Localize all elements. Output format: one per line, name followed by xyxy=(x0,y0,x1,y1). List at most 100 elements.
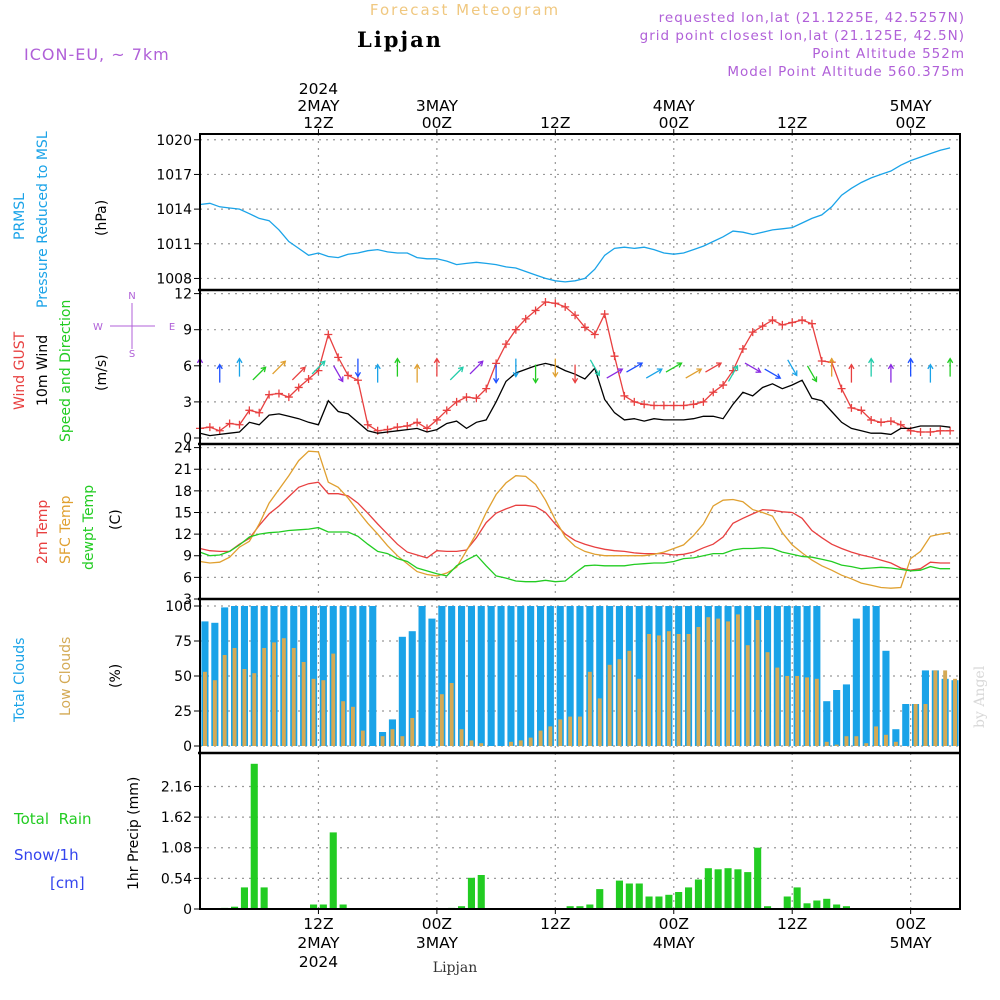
total-rain-bar xyxy=(694,879,702,909)
wind-speed-dir-label: Speed and Direction xyxy=(58,300,74,442)
pressure-label-1: PRMSL xyxy=(12,193,28,240)
gust-marker xyxy=(886,417,895,426)
gust-marker xyxy=(610,352,619,361)
total-clouds-bar xyxy=(803,606,811,746)
wind-arrow-head xyxy=(354,371,362,378)
gust-marker xyxy=(442,406,451,415)
ytick-label: 1011 xyxy=(156,237,192,253)
total-clouds-bar xyxy=(359,606,367,746)
total-rain-bar xyxy=(339,904,347,909)
total-clouds-bar xyxy=(369,606,377,746)
low-clouds-bar xyxy=(874,726,878,746)
snow-unit: [cm] xyxy=(50,874,85,892)
low-clouds-bar xyxy=(657,635,661,746)
gust-marker xyxy=(561,302,570,311)
total-clouds-bar xyxy=(497,606,505,746)
gust-marker xyxy=(334,353,343,362)
compass-north: N xyxy=(128,291,135,302)
gust-marker xyxy=(225,419,234,428)
dewpt-label: dewpt Temp xyxy=(81,485,97,570)
low-clouds-bar xyxy=(331,653,336,746)
wind-direction-arrow xyxy=(589,359,600,376)
total-clouds-bar xyxy=(349,606,357,746)
gust-marker xyxy=(571,311,580,320)
gust-marker xyxy=(847,403,856,412)
gust-marker xyxy=(817,356,826,365)
ytick-label: 1017 xyxy=(156,167,192,183)
gust-marker xyxy=(719,381,728,390)
wind-arrow-head xyxy=(280,360,287,367)
gust-marker xyxy=(541,298,550,307)
wind-direction-arrow xyxy=(727,365,739,382)
low-clouds-bar xyxy=(439,694,444,746)
series-sfc-temp xyxy=(199,450,951,589)
total-rain-bar xyxy=(675,892,683,909)
low-clouds-bar xyxy=(301,662,306,746)
total-clouds-bar xyxy=(892,729,900,746)
wind-arrow-head xyxy=(477,360,484,367)
low-clouds-bar xyxy=(291,648,296,746)
ytick-label: 3 xyxy=(183,395,192,411)
ytick-label: 0 xyxy=(183,902,192,918)
total-clouds-bar xyxy=(576,606,584,746)
gust-marker xyxy=(778,320,787,329)
wind-direction-arrow xyxy=(744,362,761,373)
t2m-label: 2m Temp xyxy=(35,500,51,564)
low-clouds-bar xyxy=(341,701,346,746)
wind-direction-arrow xyxy=(806,365,818,382)
gust-marker xyxy=(482,384,491,393)
gust-marker xyxy=(877,418,886,427)
ytick-label: 1008 xyxy=(156,271,192,287)
top-time-label: 2024 xyxy=(299,80,338,98)
low-clouds-bar xyxy=(943,670,948,746)
wind-direction-arrow xyxy=(705,362,722,373)
total-clouds-bar xyxy=(310,606,318,746)
wind-arrow-head xyxy=(216,363,223,370)
low-clouds-bar xyxy=(360,730,365,746)
gust-marker xyxy=(689,400,698,409)
low-clouds-bar xyxy=(716,618,721,746)
wind-arrow-head xyxy=(414,363,421,370)
requested-coords: requested lon,lat (21.1225E, 42.5257N) xyxy=(659,10,965,26)
total-clouds-bar xyxy=(487,606,495,746)
gust-marker xyxy=(294,383,303,392)
top-time-label: 2MAY xyxy=(297,97,340,115)
low-clouds-bar xyxy=(755,620,760,746)
gust-marker xyxy=(600,310,609,319)
total-clouds-bar xyxy=(418,606,426,746)
low-clouds-bar xyxy=(311,678,316,746)
ytick-label: 9 xyxy=(183,323,192,339)
total-clouds-bar xyxy=(339,606,347,746)
ytick-label: 12 xyxy=(174,287,192,303)
gust-marker xyxy=(580,323,589,332)
total-clouds-bar xyxy=(517,606,525,746)
total-rain-bar xyxy=(467,877,475,909)
panel-wind: 0 3 6 9 12 xyxy=(174,287,961,447)
low-clouds-bar xyxy=(321,680,326,746)
total-rain-bar xyxy=(635,883,643,909)
ytick-label: 100 xyxy=(165,599,192,615)
gust-marker xyxy=(926,427,935,436)
ytick-label: 21 xyxy=(174,462,192,478)
total-clouds-bar xyxy=(862,606,870,746)
point-altitude: Point Altitude 552m xyxy=(812,46,965,62)
gust-marker xyxy=(590,330,599,339)
low-clouds-bar xyxy=(597,698,602,746)
gust-marker xyxy=(205,423,214,432)
pressure-label-2: Pressure Reduced to MSL xyxy=(35,131,51,308)
top-time-label: 00Z xyxy=(422,114,452,132)
low-clouds-bar xyxy=(696,627,701,746)
total-rain-bar xyxy=(803,903,811,909)
total-clouds-bar xyxy=(477,606,485,746)
wind-direction-arrow xyxy=(449,366,464,381)
total-clouds-bar xyxy=(556,606,564,746)
panel-frame xyxy=(199,289,961,445)
wind10m-label: 10m Wind xyxy=(35,335,51,406)
low-clouds-bar xyxy=(775,667,780,746)
total-rain-bar xyxy=(615,880,623,909)
ytick-label: 24 xyxy=(174,441,192,457)
low-clouds-bar xyxy=(222,655,227,746)
total-rain-bar xyxy=(842,906,850,909)
panel-clouds: 0 25 50 75 100 xyxy=(165,598,961,755)
wind-direction-arrow xyxy=(787,359,798,376)
